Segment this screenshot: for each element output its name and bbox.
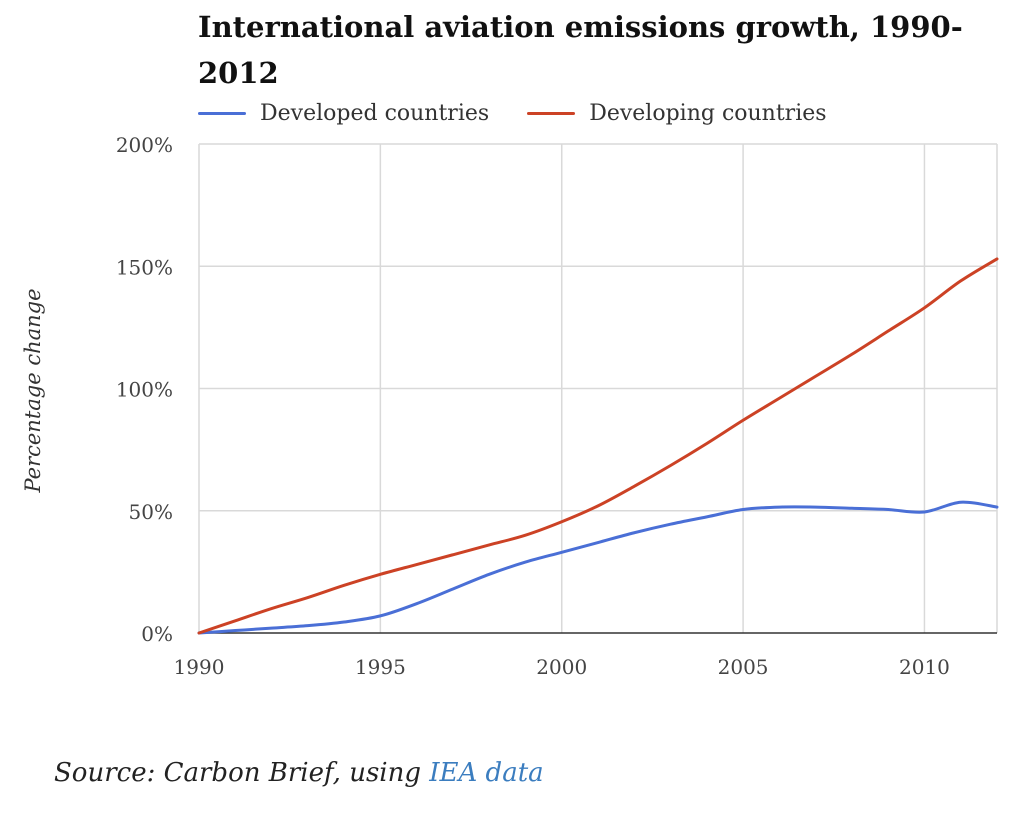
chart-legend: Developed countries Developing countries [198,96,865,130]
source-prefix: Source: Carbon Brief, using [54,758,430,788]
series-line-developing [197,257,999,635]
y-tick-label: 50% [129,500,173,524]
x-tick-label: 1990 [174,655,225,679]
legend-label-developing: Developing countries [589,100,827,126]
legend-swatch-developing [527,111,576,115]
y-tick-label: 150% [116,255,173,279]
legend-item-developing: Developing countries [527,100,827,126]
y-axis-label: Percentage change [21,288,45,493]
legend-label-developed: Developed countries [260,100,490,126]
source-note: Source: Carbon Brief, using IEA data [54,758,544,788]
chart-title: International aviation emissions growth,… [198,10,963,90]
source-link[interactable]: IEA data [429,758,544,788]
legend-item-developed: Developed countries [198,101,489,126]
x-tick-label: 2000 [536,655,587,679]
legend-swatch-developed [198,111,246,115]
y-tick-label: 0% [141,622,173,646]
x-tick-label: 2010 [899,655,950,679]
y-tick-label: 100% [116,378,173,402]
line-chart: 0% 50% 100% 150% 200% 1990 1995 2000 2005 2010 Per… [21,133,999,679]
y-tick-label: 200% [116,133,173,157]
x-tick-label: 2005 [718,655,769,679]
x-tick-label: 1995 [355,655,406,679]
series-line-developed [197,500,999,635]
